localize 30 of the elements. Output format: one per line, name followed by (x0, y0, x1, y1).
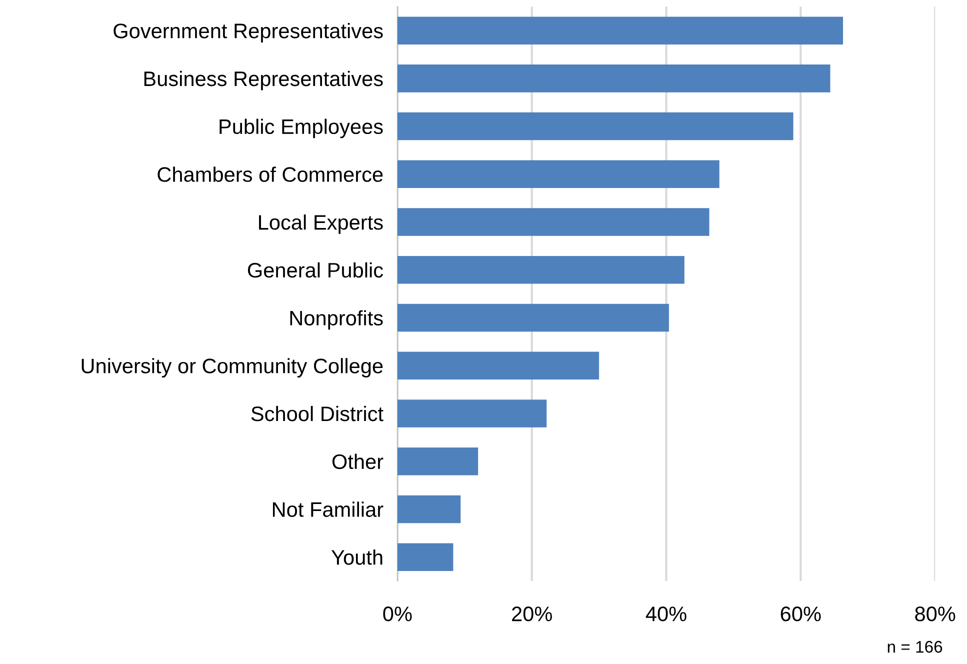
bar (397, 495, 461, 524)
x-tick-label: 60% (780, 606, 821, 622)
x-tick-label: 40% (646, 606, 686, 622)
y-tick-label: Nonprofits (290, 310, 383, 330)
y-tick-label: University or Community College (82, 358, 383, 378)
y-tick-label: Youth (331, 550, 382, 565)
bar (397, 112, 794, 140)
y-tick-label: Not Familiar (272, 502, 384, 517)
y-tick-label: Business Representatives (144, 70, 383, 90)
bar (397, 304, 669, 332)
x-tick-label: 0% (383, 606, 412, 622)
x-tick-label: 80% (915, 606, 956, 622)
y-tick-label: Public Employees (220, 118, 383, 138)
bar (397, 352, 600, 380)
bar (397, 447, 478, 476)
bar (397, 160, 720, 188)
y-tick-label: Chambers of Commerce (158, 166, 383, 182)
y-tick-label: Other (332, 454, 384, 470)
bar (397, 256, 684, 284)
bar (397, 64, 830, 92)
y-tick-label: School District (251, 406, 384, 422)
bar (397, 16, 844, 44)
bar (397, 543, 454, 571)
y-tick-label: General Public (248, 262, 384, 278)
y-tick-label: Local Experts (259, 214, 383, 234)
bar (397, 208, 710, 236)
x-tick-label: 20% (512, 606, 552, 622)
bar (397, 400, 547, 428)
y-tick-label: Government Representatives (114, 23, 383, 42)
text: n = 166 (888, 640, 942, 653)
